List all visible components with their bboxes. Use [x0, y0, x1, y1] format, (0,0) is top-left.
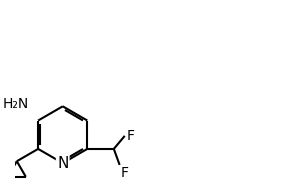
Text: F: F: [127, 129, 135, 143]
Text: N: N: [57, 156, 68, 171]
Text: H₂N: H₂N: [2, 97, 29, 111]
Text: F: F: [121, 166, 129, 180]
